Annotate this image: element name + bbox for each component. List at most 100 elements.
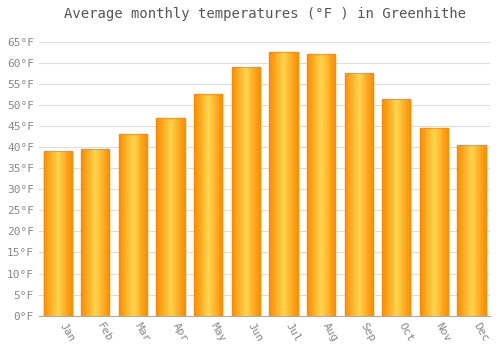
Bar bbox=[245, 67, 246, 316]
Bar bbox=[206, 94, 207, 316]
Bar bbox=[324, 54, 325, 316]
Bar bbox=[364, 73, 366, 316]
Bar bbox=[84, 149, 85, 316]
Bar bbox=[334, 54, 335, 316]
Bar bbox=[175, 118, 176, 316]
Bar bbox=[81, 149, 82, 316]
Bar bbox=[170, 118, 172, 316]
Bar bbox=[145, 134, 146, 316]
Bar bbox=[467, 145, 468, 316]
Bar bbox=[82, 149, 83, 316]
Bar bbox=[218, 94, 220, 316]
Bar bbox=[483, 145, 484, 316]
Bar bbox=[51, 151, 52, 316]
Bar bbox=[388, 99, 389, 316]
Bar bbox=[386, 99, 387, 316]
Bar bbox=[382, 99, 410, 316]
Bar bbox=[195, 94, 196, 316]
Bar bbox=[444, 128, 446, 316]
Bar bbox=[220, 94, 222, 316]
Bar bbox=[44, 151, 46, 316]
Bar bbox=[420, 128, 421, 316]
Bar bbox=[128, 134, 129, 316]
Bar bbox=[348, 73, 350, 316]
Bar bbox=[120, 134, 122, 316]
Bar bbox=[86, 149, 87, 316]
Bar bbox=[371, 73, 372, 316]
Bar bbox=[404, 99, 405, 316]
Bar bbox=[212, 94, 213, 316]
Bar bbox=[440, 128, 442, 316]
Bar bbox=[178, 118, 179, 316]
Bar bbox=[273, 52, 274, 316]
Bar bbox=[357, 73, 358, 316]
Bar bbox=[138, 134, 140, 316]
Bar bbox=[319, 54, 320, 316]
Bar bbox=[239, 67, 240, 316]
Bar bbox=[65, 151, 66, 316]
Bar bbox=[102, 149, 103, 316]
Bar bbox=[177, 118, 178, 316]
Bar bbox=[394, 99, 396, 316]
Bar bbox=[309, 54, 310, 316]
Bar bbox=[401, 99, 402, 316]
Bar bbox=[293, 52, 294, 316]
Bar bbox=[200, 94, 202, 316]
Bar bbox=[252, 67, 254, 316]
Bar bbox=[52, 151, 53, 316]
Bar bbox=[165, 118, 166, 316]
Bar bbox=[69, 151, 70, 316]
Bar bbox=[368, 73, 369, 316]
Bar bbox=[163, 118, 164, 316]
Bar bbox=[55, 151, 56, 316]
Bar bbox=[383, 99, 384, 316]
Bar bbox=[242, 67, 243, 316]
Bar bbox=[290, 52, 291, 316]
Bar bbox=[66, 151, 67, 316]
Bar bbox=[167, 118, 168, 316]
Bar bbox=[461, 145, 462, 316]
Bar bbox=[400, 99, 401, 316]
Bar bbox=[58, 151, 59, 316]
Bar bbox=[270, 52, 297, 316]
Bar bbox=[236, 67, 238, 316]
Bar bbox=[296, 52, 298, 316]
Bar bbox=[198, 94, 199, 316]
Bar bbox=[97, 149, 98, 316]
Bar bbox=[344, 73, 373, 316]
Bar bbox=[176, 118, 177, 316]
Bar bbox=[158, 118, 159, 316]
Bar bbox=[482, 145, 483, 316]
Bar bbox=[350, 73, 351, 316]
Bar bbox=[194, 94, 222, 316]
Bar bbox=[325, 54, 326, 316]
Bar bbox=[460, 145, 461, 316]
Bar bbox=[160, 118, 161, 316]
Bar bbox=[254, 67, 255, 316]
Bar bbox=[207, 94, 208, 316]
Bar bbox=[274, 52, 275, 316]
Bar bbox=[244, 67, 245, 316]
Bar bbox=[485, 145, 486, 316]
Bar bbox=[127, 134, 128, 316]
Title: Average monthly temperatures (°F ) in Greenhithe: Average monthly temperatures (°F ) in Gr… bbox=[64, 7, 466, 21]
Bar bbox=[166, 118, 167, 316]
Bar bbox=[54, 151, 55, 316]
Bar bbox=[384, 99, 385, 316]
Bar bbox=[64, 151, 65, 316]
Bar bbox=[194, 94, 195, 316]
Bar bbox=[257, 67, 258, 316]
Bar bbox=[405, 99, 406, 316]
Bar bbox=[241, 67, 242, 316]
Bar bbox=[408, 99, 410, 316]
Bar bbox=[344, 73, 346, 316]
Bar bbox=[292, 52, 293, 316]
Bar bbox=[250, 67, 252, 316]
Bar bbox=[437, 128, 438, 316]
Bar bbox=[355, 73, 356, 316]
Bar bbox=[446, 128, 447, 316]
Bar bbox=[322, 54, 323, 316]
Bar bbox=[307, 54, 308, 316]
Bar bbox=[119, 134, 120, 316]
Bar bbox=[426, 128, 428, 316]
